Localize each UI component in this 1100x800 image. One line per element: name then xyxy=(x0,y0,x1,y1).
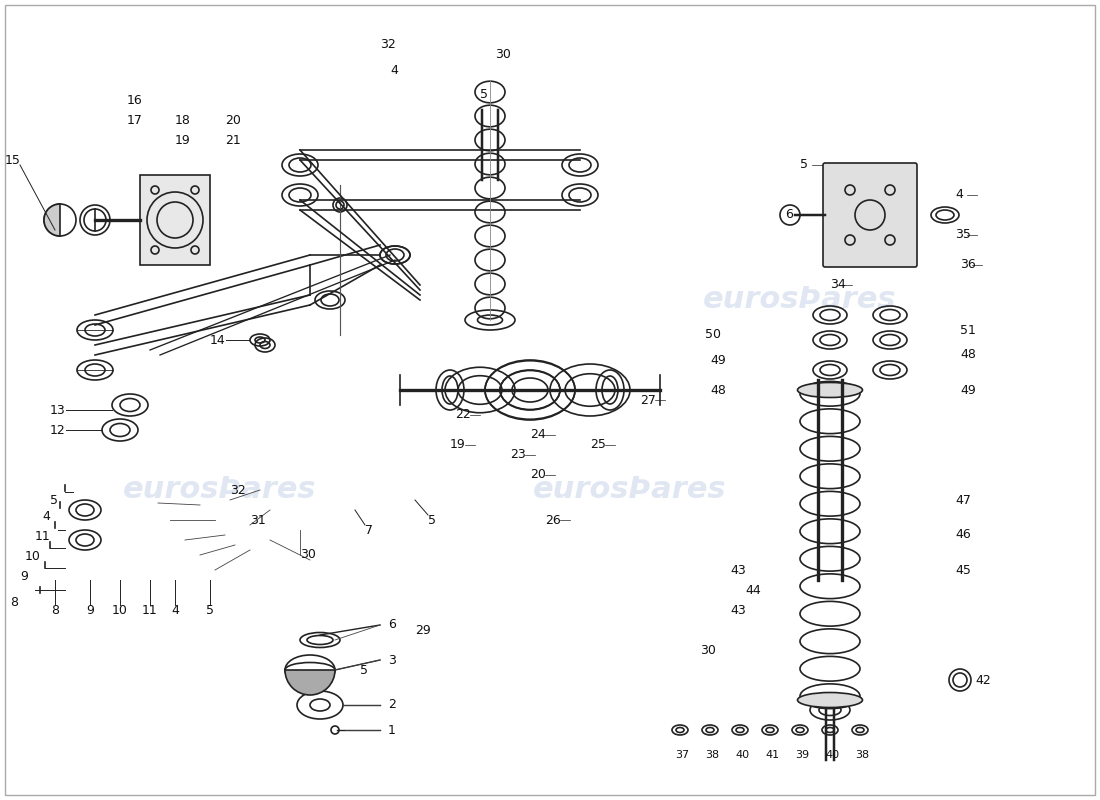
Text: 35: 35 xyxy=(955,229,971,242)
Text: 27: 27 xyxy=(640,394,656,406)
Text: 41: 41 xyxy=(764,750,779,760)
Text: 26: 26 xyxy=(544,514,561,526)
Text: 21: 21 xyxy=(226,134,241,146)
Text: 25: 25 xyxy=(590,438,606,451)
Text: eurosÞares: eurosÞares xyxy=(123,475,317,505)
Text: 30: 30 xyxy=(495,49,510,62)
Text: 5: 5 xyxy=(360,663,368,677)
Text: 46: 46 xyxy=(955,529,970,542)
Text: 5: 5 xyxy=(50,494,58,506)
Text: 47: 47 xyxy=(955,494,971,506)
FancyBboxPatch shape xyxy=(823,163,917,267)
Text: 43: 43 xyxy=(730,603,746,617)
Text: 5: 5 xyxy=(428,514,436,526)
Text: 48: 48 xyxy=(710,383,726,397)
Text: 40: 40 xyxy=(825,750,839,760)
Text: 2: 2 xyxy=(388,698,396,711)
Text: 19: 19 xyxy=(450,438,465,451)
Text: 15: 15 xyxy=(6,154,21,166)
Text: 36: 36 xyxy=(960,258,976,271)
Text: 19: 19 xyxy=(175,134,190,146)
Text: 38: 38 xyxy=(705,750,719,760)
Text: 37: 37 xyxy=(675,750,689,760)
Text: 50: 50 xyxy=(705,329,720,342)
Text: 43: 43 xyxy=(730,563,746,577)
Text: 7: 7 xyxy=(365,523,373,537)
Text: 17: 17 xyxy=(126,114,143,126)
Text: 8: 8 xyxy=(51,603,59,617)
Wedge shape xyxy=(285,670,336,695)
Text: 5: 5 xyxy=(206,603,214,617)
Text: 4: 4 xyxy=(390,63,398,77)
Text: 14: 14 xyxy=(209,334,226,346)
Text: 6: 6 xyxy=(785,209,793,222)
Text: 4: 4 xyxy=(955,189,962,202)
Text: 29: 29 xyxy=(415,623,431,637)
Text: 3: 3 xyxy=(388,654,396,666)
Text: 38: 38 xyxy=(855,750,869,760)
Ellipse shape xyxy=(798,693,862,707)
Text: 30: 30 xyxy=(700,643,716,657)
Text: 49: 49 xyxy=(710,354,726,366)
Text: 39: 39 xyxy=(795,750,810,760)
Text: 31: 31 xyxy=(250,514,266,526)
Text: 32: 32 xyxy=(379,38,396,51)
Text: 42: 42 xyxy=(975,674,991,686)
Text: 1: 1 xyxy=(388,723,396,737)
Ellipse shape xyxy=(798,382,862,398)
Text: 16: 16 xyxy=(126,94,143,106)
Text: 12: 12 xyxy=(50,423,65,437)
Text: 24: 24 xyxy=(530,429,546,442)
Text: 5: 5 xyxy=(800,158,808,171)
Text: 51: 51 xyxy=(960,323,976,337)
Text: 9: 9 xyxy=(20,570,28,583)
Wedge shape xyxy=(44,204,60,236)
Text: 44: 44 xyxy=(745,583,761,597)
Text: 4: 4 xyxy=(172,603,179,617)
Text: 32: 32 xyxy=(230,483,245,497)
Text: eurosÞares: eurosÞares xyxy=(534,475,727,505)
Text: 10: 10 xyxy=(25,550,41,563)
Text: 45: 45 xyxy=(955,563,971,577)
Text: 13: 13 xyxy=(50,403,65,417)
Text: 49: 49 xyxy=(960,383,976,397)
Text: 20: 20 xyxy=(226,114,241,126)
Text: 22: 22 xyxy=(455,409,471,422)
Text: 23: 23 xyxy=(510,449,526,462)
Text: 20: 20 xyxy=(530,469,546,482)
Text: 5: 5 xyxy=(480,89,488,102)
Text: 48: 48 xyxy=(960,349,976,362)
Text: 40: 40 xyxy=(735,750,749,760)
Text: 30: 30 xyxy=(300,549,316,562)
Bar xyxy=(140,175,210,265)
Text: 34: 34 xyxy=(830,278,846,291)
Text: 4: 4 xyxy=(42,510,50,523)
Text: 18: 18 xyxy=(175,114,191,126)
Text: 11: 11 xyxy=(35,530,51,543)
Text: 8: 8 xyxy=(10,595,18,609)
Text: 6: 6 xyxy=(388,618,396,631)
Text: eurosÞares: eurosÞares xyxy=(703,286,896,314)
Text: 9: 9 xyxy=(86,603,94,617)
Text: 10: 10 xyxy=(112,603,128,617)
Text: 11: 11 xyxy=(142,603,158,617)
